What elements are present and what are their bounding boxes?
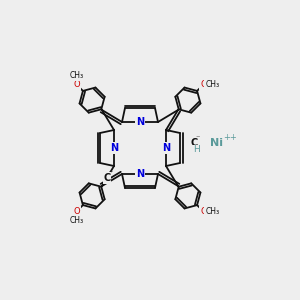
Text: CH₃: CH₃ bbox=[70, 216, 84, 225]
Text: ⁻: ⁻ bbox=[196, 134, 200, 142]
Text: ⁻: ⁻ bbox=[109, 169, 113, 178]
Text: N: N bbox=[110, 143, 118, 153]
Text: C: C bbox=[190, 138, 198, 148]
Text: O: O bbox=[200, 207, 207, 216]
Text: H: H bbox=[193, 146, 200, 154]
Text: N: N bbox=[136, 169, 144, 179]
Text: CH₃: CH₃ bbox=[206, 207, 220, 216]
Text: CH₃: CH₃ bbox=[70, 71, 84, 80]
Text: ++: ++ bbox=[223, 134, 237, 142]
Text: O: O bbox=[200, 80, 207, 89]
Text: CH₃: CH₃ bbox=[206, 80, 220, 89]
Text: O: O bbox=[73, 80, 80, 89]
Text: Ni: Ni bbox=[210, 138, 223, 148]
Text: N: N bbox=[162, 143, 170, 153]
Text: C: C bbox=[103, 173, 111, 183]
Text: O: O bbox=[73, 207, 80, 216]
Text: N: N bbox=[136, 117, 144, 127]
